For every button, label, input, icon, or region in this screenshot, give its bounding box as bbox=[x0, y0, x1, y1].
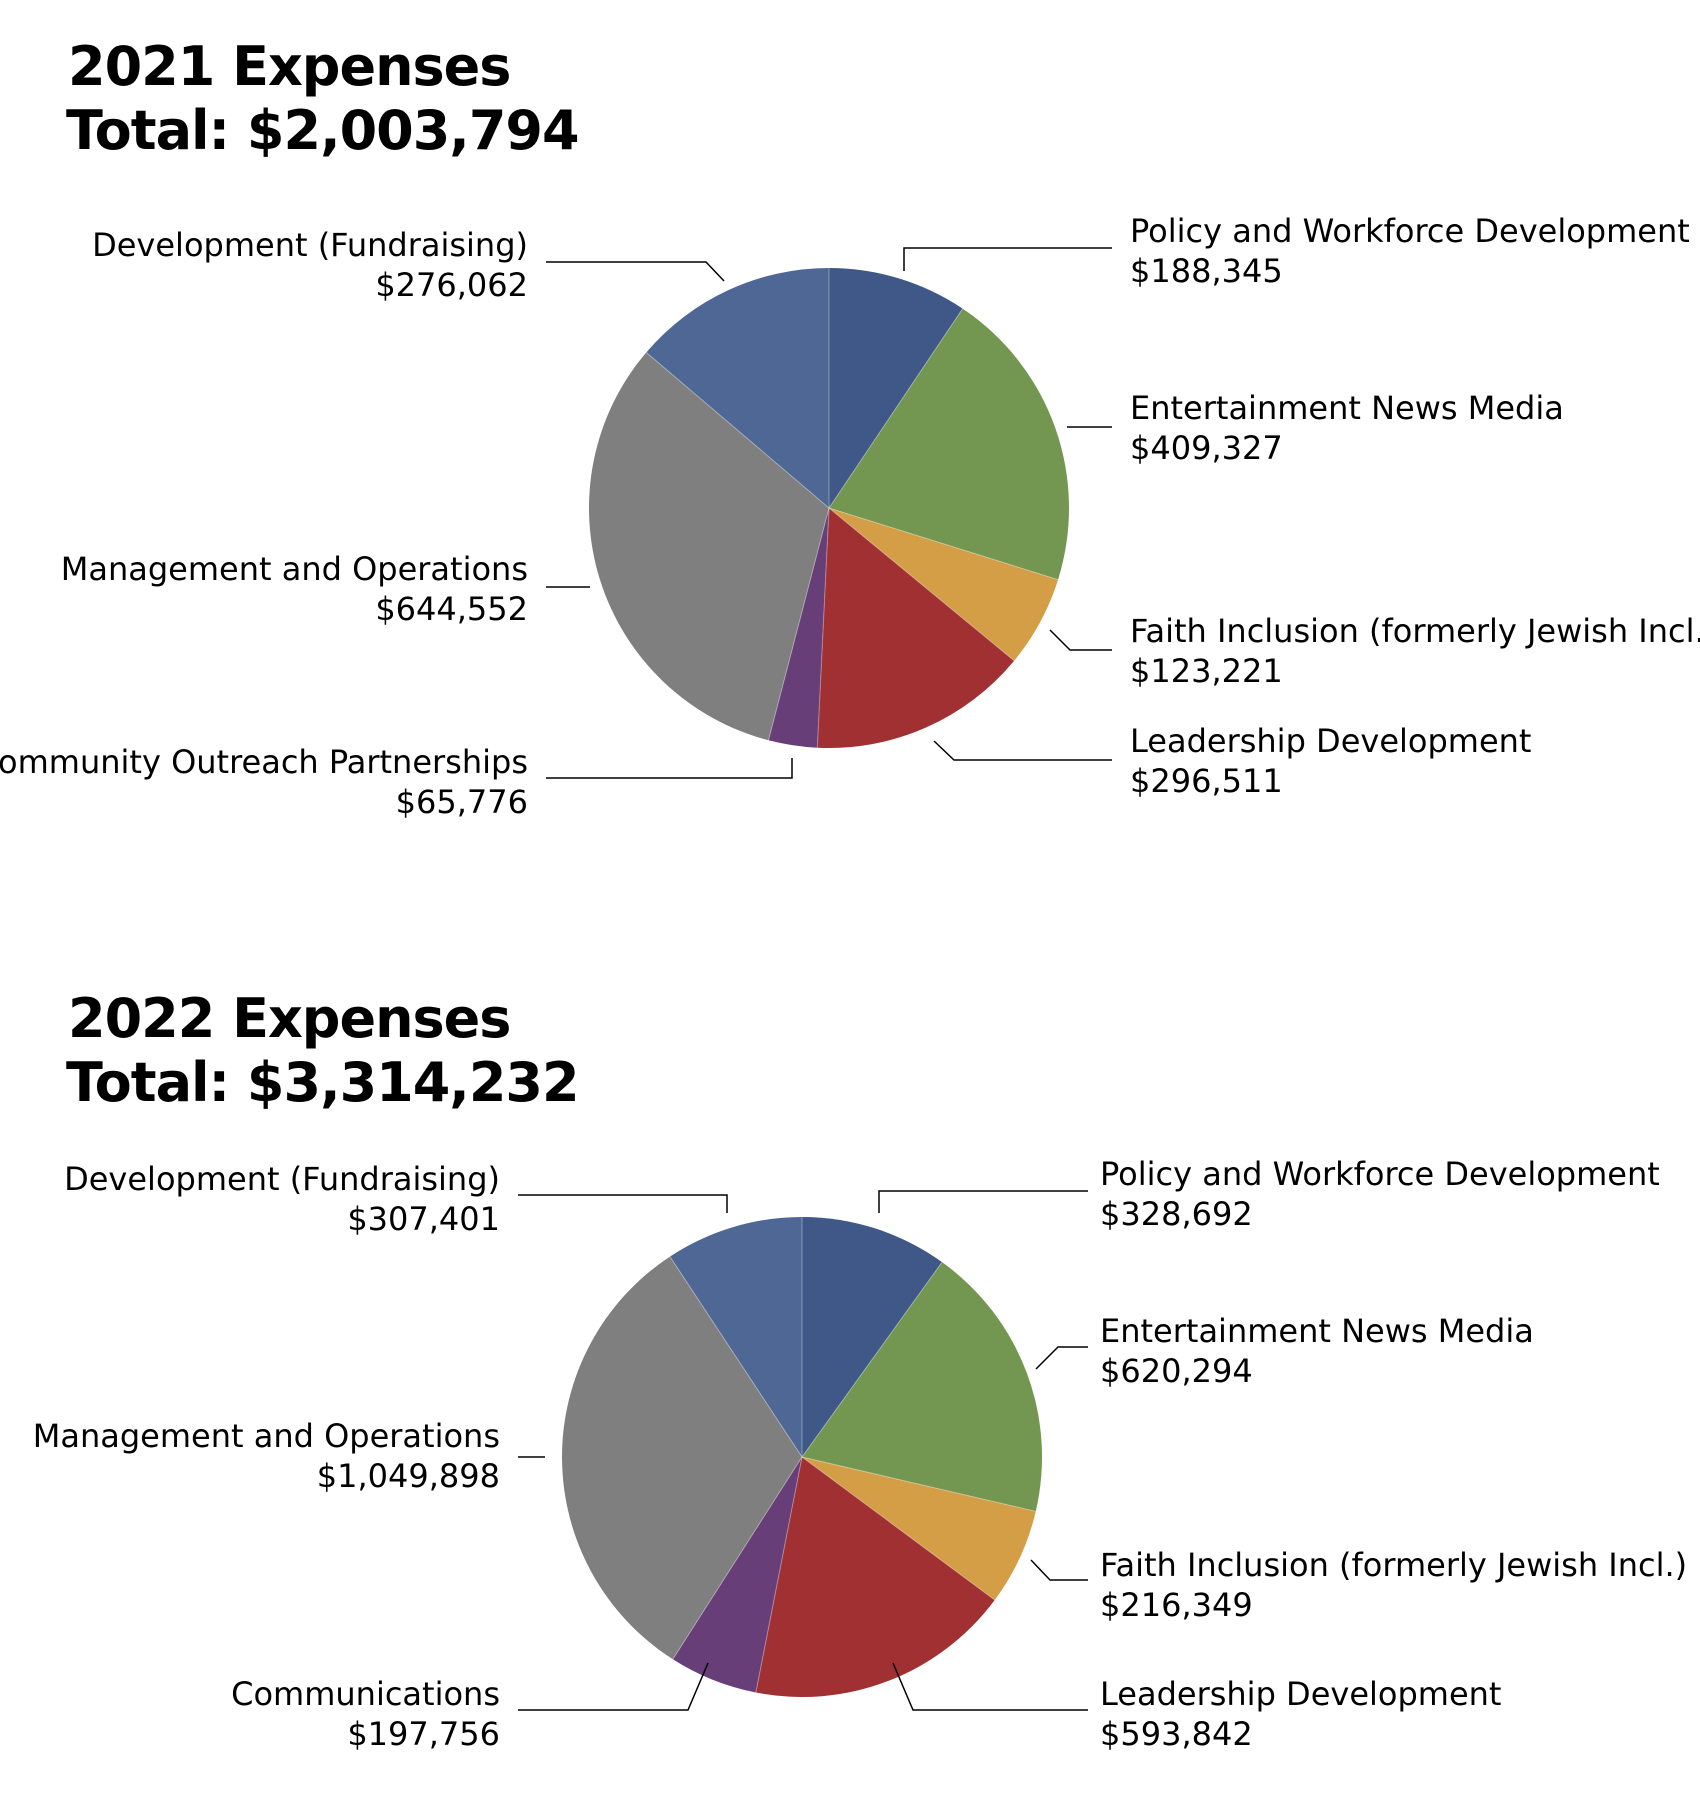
slice-border bbox=[801, 1456, 1036, 1512]
slice-border bbox=[645, 352, 830, 509]
slice-value: $197,756 bbox=[347, 1715, 500, 1753]
slice-value: $593,842 bbox=[1100, 1715, 1253, 1753]
slice-label: Entertainment News Media bbox=[1130, 389, 1564, 427]
pie-slices bbox=[588, 268, 1070, 749]
leader-line bbox=[903, 247, 1112, 271]
slice-borders bbox=[669, 1217, 1036, 1693]
leader-line bbox=[1035, 1346, 1088, 1370]
slice-value: $216,349 bbox=[1100, 1586, 1253, 1624]
slice-label: Policy and Workforce Development bbox=[1130, 212, 1690, 250]
slice-label: Faith Inclusion (formerly Jewish Incl.) bbox=[1100, 1546, 1687, 1584]
pie-slice-management-and-operations bbox=[561, 1256, 802, 1660]
slice-value: $328,692 bbox=[1100, 1195, 1253, 1233]
slice-label: Development (Fundraising) bbox=[64, 1160, 500, 1198]
slice-label: Faith Inclusion (formerly Jewish Incl.) bbox=[1130, 612, 1700, 650]
chart-title: 2022 Expenses bbox=[68, 987, 511, 1050]
pie-slice-entertainment-news-media bbox=[829, 308, 1070, 580]
pie-chart: Policy and Workforce Development$188,345… bbox=[0, 212, 1700, 821]
slice-value: $276,062 bbox=[375, 266, 528, 304]
chart-2021: 2021 Expenses Total: $2,003,794 Policy a… bbox=[0, 35, 1700, 822]
leader-lines bbox=[518, 1190, 1088, 1711]
slice-border bbox=[816, 507, 830, 748]
leader-line bbox=[878, 1190, 1088, 1213]
slice-label: Management and Operations bbox=[61, 550, 528, 588]
slice-border bbox=[828, 308, 964, 509]
pie-slice-management-and-operations bbox=[588, 352, 829, 741]
slice-value: $188,345 bbox=[1130, 252, 1283, 290]
slice-border bbox=[828, 507, 1059, 581]
chart-total: Total: $3,314,232 bbox=[66, 1051, 580, 1114]
pie-slice-communications bbox=[672, 1457, 802, 1693]
slice-value: $65,776 bbox=[396, 783, 528, 821]
pie-slice-faith-inclusion-formerly-jewish-incl bbox=[802, 1457, 1036, 1601]
slice-border bbox=[801, 1261, 943, 1458]
pie-slice-faith-inclusion-formerly-jewish-incl bbox=[829, 508, 1059, 661]
pie-slice-policy-and-workforce-development bbox=[829, 268, 963, 508]
pie-slice-development-fundraising bbox=[669, 1217, 802, 1457]
leader-lines bbox=[546, 247, 1112, 779]
pie-chart: Policy and Workforce Development$328,692… bbox=[33, 1155, 1687, 1753]
pie-slice-community-outreach-partnerships bbox=[768, 508, 829, 748]
slice-value: $296,511 bbox=[1130, 762, 1283, 800]
slice-border bbox=[828, 507, 1015, 662]
slice-label: Leadership Development bbox=[1100, 1675, 1501, 1713]
chart-total: Total: $2,003,794 bbox=[66, 99, 580, 162]
pie-slices bbox=[561, 1217, 1042, 1697]
slice-value: $620,294 bbox=[1100, 1352, 1253, 1390]
slice-label: Management and Operations bbox=[33, 1417, 500, 1455]
slice-value: $644,552 bbox=[375, 590, 528, 628]
slice-value: $123,221 bbox=[1130, 652, 1283, 690]
slice-border bbox=[669, 1256, 803, 1458]
leader-line bbox=[518, 1194, 728, 1213]
slice-border bbox=[768, 507, 830, 741]
leader-line bbox=[518, 1662, 709, 1711]
chart-2022: 2022 Expenses Total: $3,314,232 Policy a… bbox=[0, 950, 1700, 1800]
slice-labels: Policy and Workforce Development$328,692… bbox=[33, 1155, 1687, 1753]
slice-border bbox=[801, 1456, 996, 1601]
leader-line bbox=[933, 740, 1112, 761]
slice-labels: Policy and Workforce Development$188,345… bbox=[0, 212, 1700, 821]
pie-slice-policy-and-workforce-development bbox=[802, 1217, 943, 1457]
slice-label: Entertainment News Media bbox=[1100, 1312, 1534, 1350]
slice-label: Communications bbox=[231, 1675, 500, 1713]
leader-line bbox=[546, 758, 793, 779]
slice-border bbox=[672, 1456, 803, 1660]
slice-value: $409,327 bbox=[1130, 429, 1283, 467]
leader-line bbox=[1030, 1559, 1088, 1581]
slice-value: $1,049,898 bbox=[317, 1457, 500, 1495]
slice-label: Leadership Development bbox=[1130, 722, 1531, 760]
pie-slice-leadership-development bbox=[817, 508, 1015, 749]
slice-label: Policy and Workforce Development bbox=[1100, 1155, 1660, 1193]
slice-border bbox=[755, 1456, 803, 1693]
leader-line bbox=[546, 261, 725, 282]
pie-slice-leadership-development bbox=[755, 1457, 995, 1697]
slice-borders bbox=[645, 268, 1059, 748]
slice-value: $307,401 bbox=[347, 1200, 500, 1238]
slice-label: Development (Fundraising) bbox=[92, 226, 528, 264]
slice-label: Community Outreach Partnerships bbox=[0, 743, 528, 781]
leader-line bbox=[892, 1662, 1088, 1711]
pie-slice-entertainment-news-media bbox=[802, 1262, 1042, 1512]
leader-line bbox=[1049, 629, 1112, 651]
pie-slice-development-fundraising bbox=[646, 268, 829, 508]
chart-title: 2021 Expenses bbox=[68, 35, 511, 98]
